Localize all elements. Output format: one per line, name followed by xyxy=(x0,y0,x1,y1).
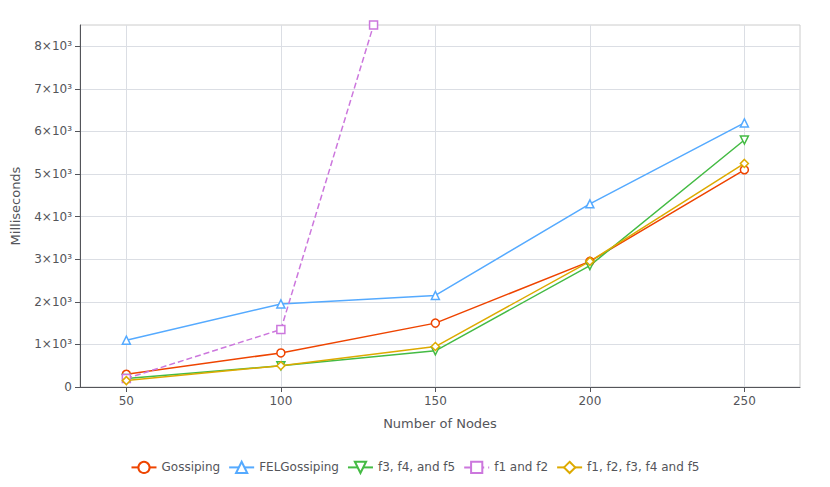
svg-text:250: 250 xyxy=(733,394,756,408)
svg-text:5×10³: 5×10³ xyxy=(34,167,72,181)
svg-text:f1 and f2: f1 and f2 xyxy=(494,460,548,474)
svg-text:Number of Nodes: Number of Nodes xyxy=(383,416,497,431)
svg-text:50: 50 xyxy=(119,394,134,408)
svg-text:1×10³: 1×10³ xyxy=(34,337,72,351)
svg-text:200: 200 xyxy=(578,394,601,408)
svg-text:FELGossiping: FELGossiping xyxy=(259,460,339,474)
svg-text:0: 0 xyxy=(64,380,72,394)
svg-text:4×10³: 4×10³ xyxy=(34,210,72,224)
svg-text:3×10³: 3×10³ xyxy=(34,252,72,266)
svg-text:8×10³: 8×10³ xyxy=(34,39,72,53)
svg-text:f1, f2, f3, f4 and f5: f1, f2, f3, f4 and f5 xyxy=(587,460,699,474)
svg-text:2×10³: 2×10³ xyxy=(34,295,72,309)
svg-text:7×10³: 7×10³ xyxy=(34,82,72,96)
svg-text:6×10³: 6×10³ xyxy=(34,124,72,138)
svg-text:150: 150 xyxy=(424,394,447,408)
svg-text:Gossiping: Gossiping xyxy=(161,460,220,474)
svg-text:100: 100 xyxy=(269,394,292,408)
svg-text:f3, f4, and f5: f3, f4, and f5 xyxy=(378,460,455,474)
svg-text:Milliseconds: Milliseconds xyxy=(8,166,23,245)
